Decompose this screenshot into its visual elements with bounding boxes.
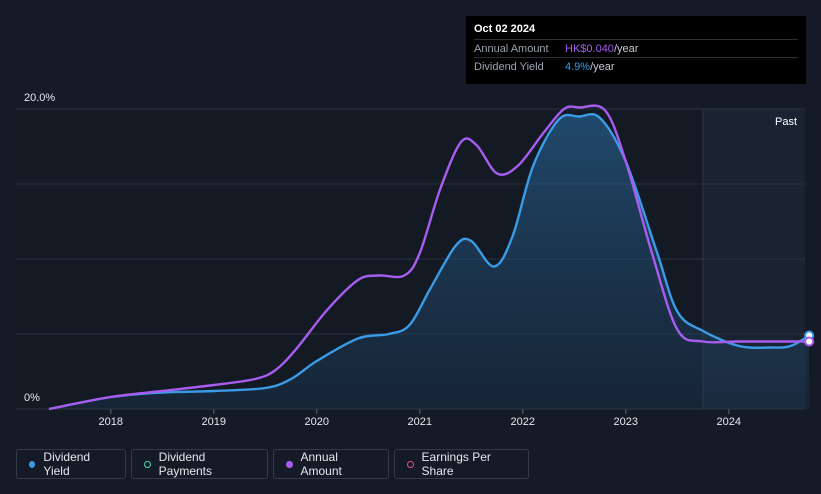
tooltip-unit: /year xyxy=(613,42,639,55)
x-tick-label: 2020 xyxy=(305,416,329,428)
tooltip-row-annual-amount: Annual Amount HK$0.040/year xyxy=(474,40,798,58)
series-layer xyxy=(48,104,815,411)
y-axis-labels: 20.0% 0% xyxy=(24,92,55,404)
x-tick-label: 2018 xyxy=(99,416,123,428)
legend-ring-icon xyxy=(407,460,414,468)
legend-label: Earnings Per Share xyxy=(421,450,491,478)
y-tick-label: 0% xyxy=(24,392,40,404)
x-tick-label: 2022 xyxy=(511,416,535,428)
y-tick-label: 20.0% xyxy=(24,92,55,104)
tooltip-label: Dividend Yield xyxy=(474,60,544,73)
x-tick-label: 2019 xyxy=(202,416,226,428)
tooltip: Oct 02 2024 Annual Amount HK$0.040/year … xyxy=(466,16,806,84)
tooltip-value: 4.9% xyxy=(565,60,591,73)
x-axis-labels: 2018 2019 2020 2021 2022 2023 2024 xyxy=(99,409,741,428)
past-label: Past xyxy=(775,116,797,128)
tooltip-date: Oct 02 2024 xyxy=(474,23,798,40)
annual-amount-line xyxy=(48,104,810,411)
legend-label: Dividend Yield xyxy=(43,450,91,478)
legend-label: Annual Amount xyxy=(300,450,342,478)
legend-label: Dividend Payments xyxy=(158,450,213,478)
legend-dividend-payments[interactable]: Dividend Payments xyxy=(131,449,268,479)
legend-dot-icon xyxy=(29,460,36,468)
tooltip-unit: /year xyxy=(590,60,615,73)
legend-dividend-yield[interactable]: Dividend Yield xyxy=(16,449,126,479)
legend-annual-amount[interactable]: Annual Amount xyxy=(273,449,389,479)
legend-earnings-per-share[interactable]: Earnings Per Share xyxy=(394,449,529,479)
legend-ring-icon xyxy=(144,460,151,468)
x-tick-label: 2024 xyxy=(717,416,741,428)
tooltip-label: Annual Amount xyxy=(474,42,549,55)
annual-amount-end-marker xyxy=(804,336,815,347)
dividend-yield-area xyxy=(49,114,810,409)
legend-dot-icon xyxy=(286,460,293,468)
x-tick-label: 2023 xyxy=(614,416,638,428)
legend: Dividend Yield Dividend Payments Annual … xyxy=(16,449,534,479)
x-tick-label: 2021 xyxy=(408,416,432,428)
tooltip-value: HK$0.040 xyxy=(565,42,614,55)
dividend-yield-line xyxy=(48,112,810,411)
tooltip-row-dividend-yield: Dividend Yield 4.9%/year xyxy=(474,58,798,75)
